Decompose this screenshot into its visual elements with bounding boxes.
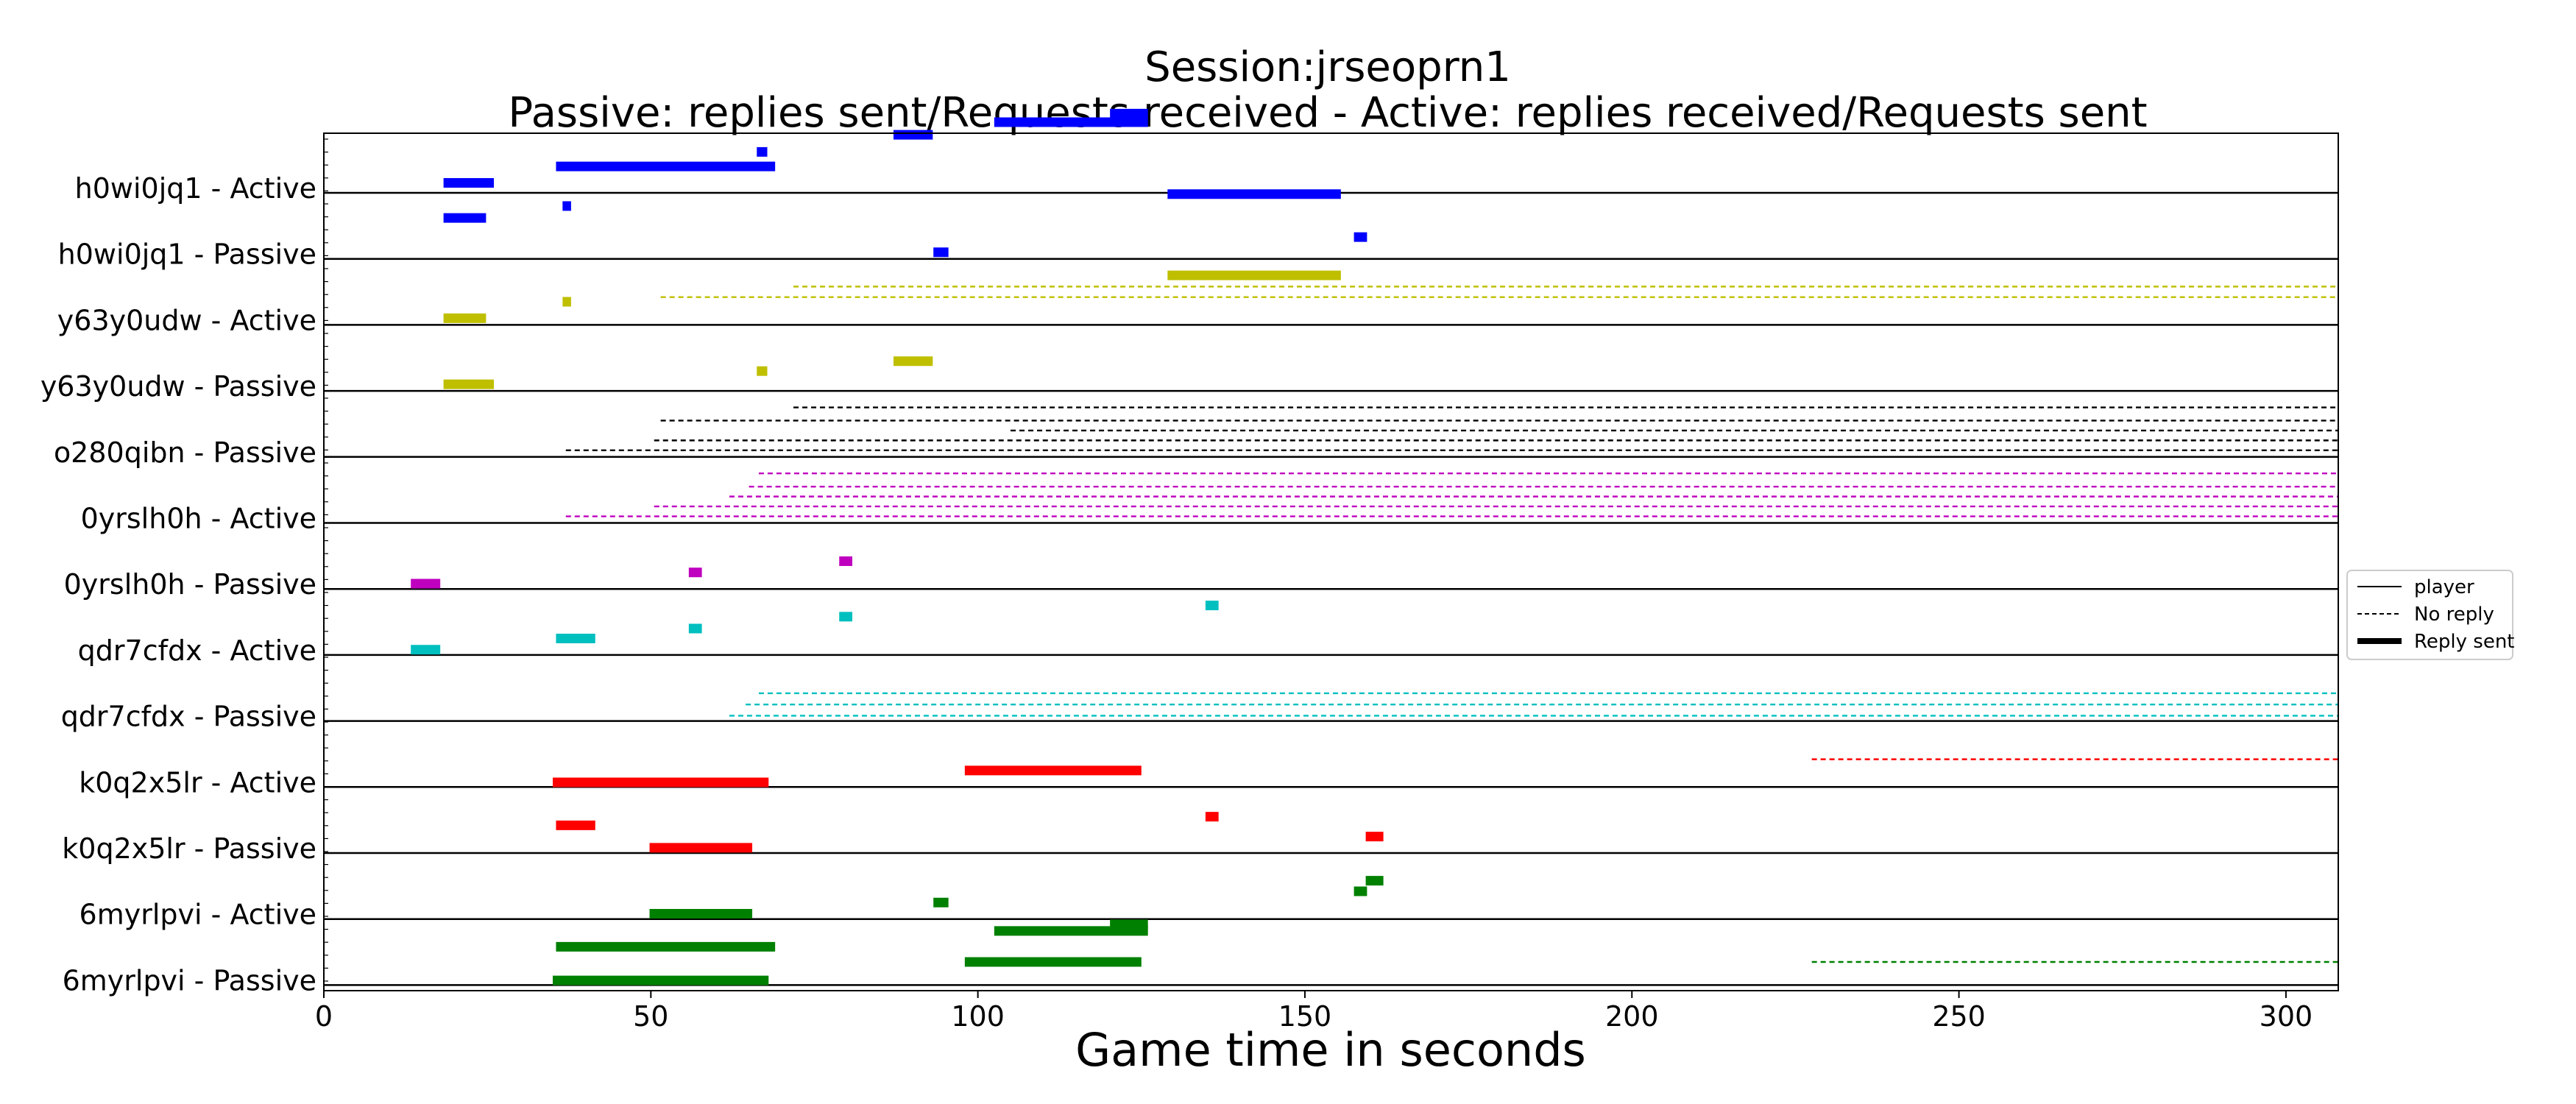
legend: player No reply Reply sent — [2346, 570, 2515, 660]
plot-frame — [323, 132, 2339, 991]
row-label: h0wi0jq1 - Active — [75, 172, 316, 205]
legend-label: player — [2414, 576, 2474, 598]
row-label: 0yrslh0h - Passive — [64, 568, 316, 601]
row-label: 6myrlpvi - Active — [79, 899, 316, 931]
legend-label: No reply — [2414, 604, 2494, 626]
x-axis-label: Game time in seconds — [1075, 1023, 1586, 1077]
x-tick-label: 100 — [951, 1000, 1005, 1033]
x-tick-label: 50 — [633, 1000, 668, 1033]
row-label: qdr7cfdx - Passive — [61, 701, 316, 733]
row-label: h0wi0jq1 - Passive — [58, 238, 316, 271]
legend-label: Reply sent — [2414, 631, 2515, 653]
row-label: y63y0udw - Passive — [40, 370, 316, 403]
row-label: 0yrslh0h - Active — [81, 503, 316, 535]
legend-box — [2346, 570, 2513, 660]
row-label: y63y0udw - Active — [57, 304, 316, 336]
chart-subtitle: Passive: replies sent/Requests received … — [508, 89, 2147, 137]
row-label: o280qibn - Passive — [54, 436, 316, 469]
x-tick-label: 250 — [1932, 1000, 1986, 1033]
marks-layer — [411, 108, 2338, 986]
y-minor-ticks — [324, 138, 328, 982]
row-label: k0q2x5lr - Active — [79, 766, 316, 799]
x-tick-label: 200 — [1605, 1000, 1659, 1033]
row-label: k0q2x5lr - Passive — [62, 832, 316, 865]
rows-layer: h0wi0jq1 - Active h0wi0jq1 - Passive y63y0… — [40, 172, 2338, 997]
x-tick-label: 150 — [1278, 1000, 1332, 1033]
row-label: qdr7cfdx - Active — [78, 634, 316, 667]
x-tick-label: 0 — [315, 1000, 333, 1033]
x-axis: 0 50 100 150 200 250 300 — [315, 991, 2313, 1033]
row-label: 6myrlpvi - Passive — [63, 964, 316, 997]
x-tick-label: 300 — [2260, 1000, 2313, 1033]
chart-title: Session:jrseoprn1 — [1144, 43, 1511, 91]
